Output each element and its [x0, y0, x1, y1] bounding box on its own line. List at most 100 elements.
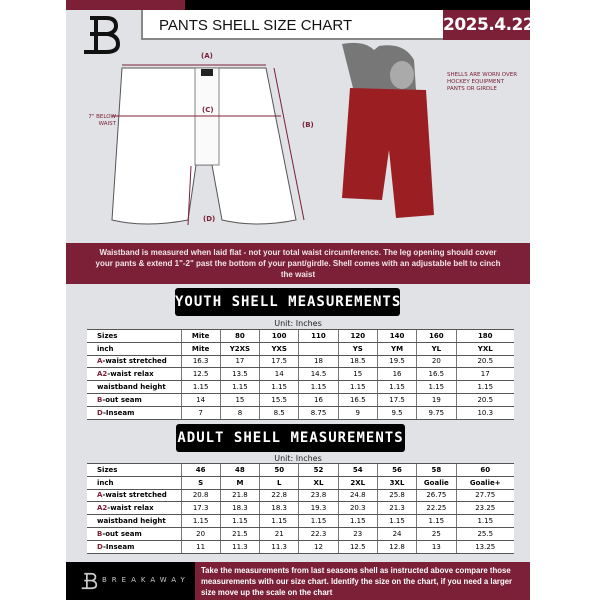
table-cell: YM [376, 341, 417, 356]
measure-label: -waist stretched [102, 491, 167, 500]
table-cell: 9.75 [416, 405, 456, 420]
brand-name: BREAKAWAY [102, 576, 190, 584]
table-cell: 18.3 [219, 501, 260, 516]
table-cell: Mite [180, 341, 221, 356]
table-cell: 20 [416, 354, 456, 369]
table-cell: 22.3 [298, 526, 339, 541]
table-row: B-out seam 14 15 15.5 16 16.5 17.5 19 20.5 [87, 392, 514, 407]
measure-code: D [97, 408, 103, 417]
table-row: waistband height 1.15 1.15 1.15 1.15 1.15 1.15… [87, 514, 514, 528]
table-row: A2-waist relax 12.5 13.5 14 14.5 15 16 16.5 17 [87, 367, 514, 382]
adult-heading: ADULT SHELL MEASUREMENTS [176, 424, 405, 452]
table-cell: 1.15 [180, 514, 221, 528]
measure-code: A2 [97, 504, 108, 513]
table-cell: 17.5 [376, 392, 417, 407]
table-cell: 15 [337, 367, 378, 382]
pants-diagram [111, 64, 305, 226]
top-bar [185, 0, 530, 10]
table-cell: 1.15 [376, 380, 417, 394]
table-cell: 80 [219, 329, 260, 343]
table-row: waistband height 1.15 1.15 1.15 1.15 1.15 1.15… [87, 380, 514, 394]
table-cell: 16 [298, 392, 339, 407]
table-cell: 15 [219, 392, 260, 407]
table-cell: 140 [376, 329, 417, 343]
measure-label: waistband height [97, 517, 166, 526]
table-cell: 1.15 [376, 514, 417, 528]
table-cell: 46 [180, 463, 221, 477]
table-cell: 23 [337, 526, 378, 541]
table-row: D-Inseam 7 8 8.5 8.75 9 9.5 9.75 10.3 [87, 405, 514, 420]
table-cell: 8 [219, 405, 260, 420]
table-cell: Mite [180, 329, 221, 343]
measure-label: inch [97, 344, 114, 353]
table-cell: L [259, 475, 299, 490]
table-row: inch S M L XL 2XL 3XL Goalie Goalie+ [87, 475, 514, 490]
measure-code: B [97, 395, 103, 404]
below-waist-note: 7" BELOW WAIST [88, 114, 116, 127]
table-cell: 25 [416, 526, 456, 541]
table-cell: XL [298, 475, 339, 490]
table-cell: 110 [298, 329, 339, 343]
table-cell: M [219, 475, 260, 490]
table-cell: 21.5 [219, 526, 260, 541]
table-cell: 19 [416, 392, 456, 407]
table-cell: 11 [180, 539, 221, 554]
table-cell: 1.15 [337, 380, 378, 394]
table-cell: 19.5 [376, 354, 417, 369]
table-cell: 120 [337, 329, 378, 343]
measure-label: Sizes [97, 465, 118, 474]
table-cell: 20 [180, 526, 221, 541]
table-cell: 9 [337, 405, 378, 420]
row-label: waistband height [87, 380, 181, 394]
shell-note: SHELLS ARE WORN OVER HOCKEY EQUIPMENT PA… [447, 72, 518, 92]
table-row: inch Mite Y2XS YXS YS YM YL YXL [87, 341, 514, 356]
table-cell: 20.3 [337, 501, 378, 516]
table-cell: 1.15 [337, 514, 378, 528]
table-cell: 24.8 [337, 488, 378, 503]
table-cell: 9.5 [376, 405, 417, 420]
table-cell [298, 341, 339, 356]
table-cell: 56 [376, 463, 417, 477]
measurement-banner: Waistband is measured when laid flat - n… [66, 243, 530, 284]
table-cell: 48 [219, 463, 260, 477]
measure-label: inch [97, 478, 114, 487]
table-cell: 20.5 [455, 392, 514, 407]
measure-label: -waist relax [107, 370, 154, 379]
row-label: inch [87, 341, 181, 356]
table-cell: YL [416, 341, 456, 356]
measure-label: -Inseam [102, 542, 135, 551]
footer-logo-icon [81, 572, 98, 590]
table-cell: YXL [455, 341, 514, 356]
adult-table: Sizes 46 48 50 52 54 56 58 60 inch S M L XL 2XL 3XL Goal… [87, 463, 514, 554]
table-cell: 16.5 [337, 392, 378, 407]
table-cell: 60 [455, 463, 514, 477]
table-cell: 160 [416, 329, 456, 343]
table-cell: 15.5 [259, 392, 299, 407]
youth-table: Sizes Mite 80 100 110 120 140 160 180 inch Mite Y2X… [87, 329, 514, 420]
table-cell: 100 [259, 329, 299, 343]
adult-unit: Unit: Inches [274, 454, 322, 463]
table-cell: 1.15 [219, 514, 260, 528]
table-cell: 1.15 [416, 380, 456, 394]
table-row: A2-waist relax 17.3 18.3 18.3 19.3 20.3 21.3 22… [87, 501, 514, 516]
table-row: B-out seam 20 21.5 21 22.3 23 24 25 25.5 [87, 526, 514, 541]
table-cell: 18.3 [259, 501, 299, 516]
table-cell: 22.8 [259, 488, 299, 503]
label-d: (D) [203, 215, 216, 223]
table-cell: 16 [376, 367, 417, 382]
table-cell: S [180, 475, 221, 490]
table-cell: 11.3 [259, 539, 299, 554]
table-row: Sizes Mite 80 100 110 120 140 160 180 [87, 329, 514, 343]
table-cell: 12.5 [180, 367, 221, 382]
table-cell: 25.8 [376, 488, 417, 503]
table-cell: 1.15 [298, 380, 339, 394]
table-cell: 17.5 [259, 354, 299, 369]
table-cell: 1.15 [416, 514, 456, 528]
page-title: PANTS SHELL SIZE CHART [141, 10, 443, 40]
row-label: A2-waist relax [87, 367, 181, 382]
table-cell: 17.3 [180, 501, 221, 516]
table-cell: 1.15 [455, 380, 514, 394]
table-cell: 20.8 [180, 488, 221, 503]
table-cell: 26.75 [416, 488, 456, 503]
table-cell: 1.15 [298, 514, 339, 528]
